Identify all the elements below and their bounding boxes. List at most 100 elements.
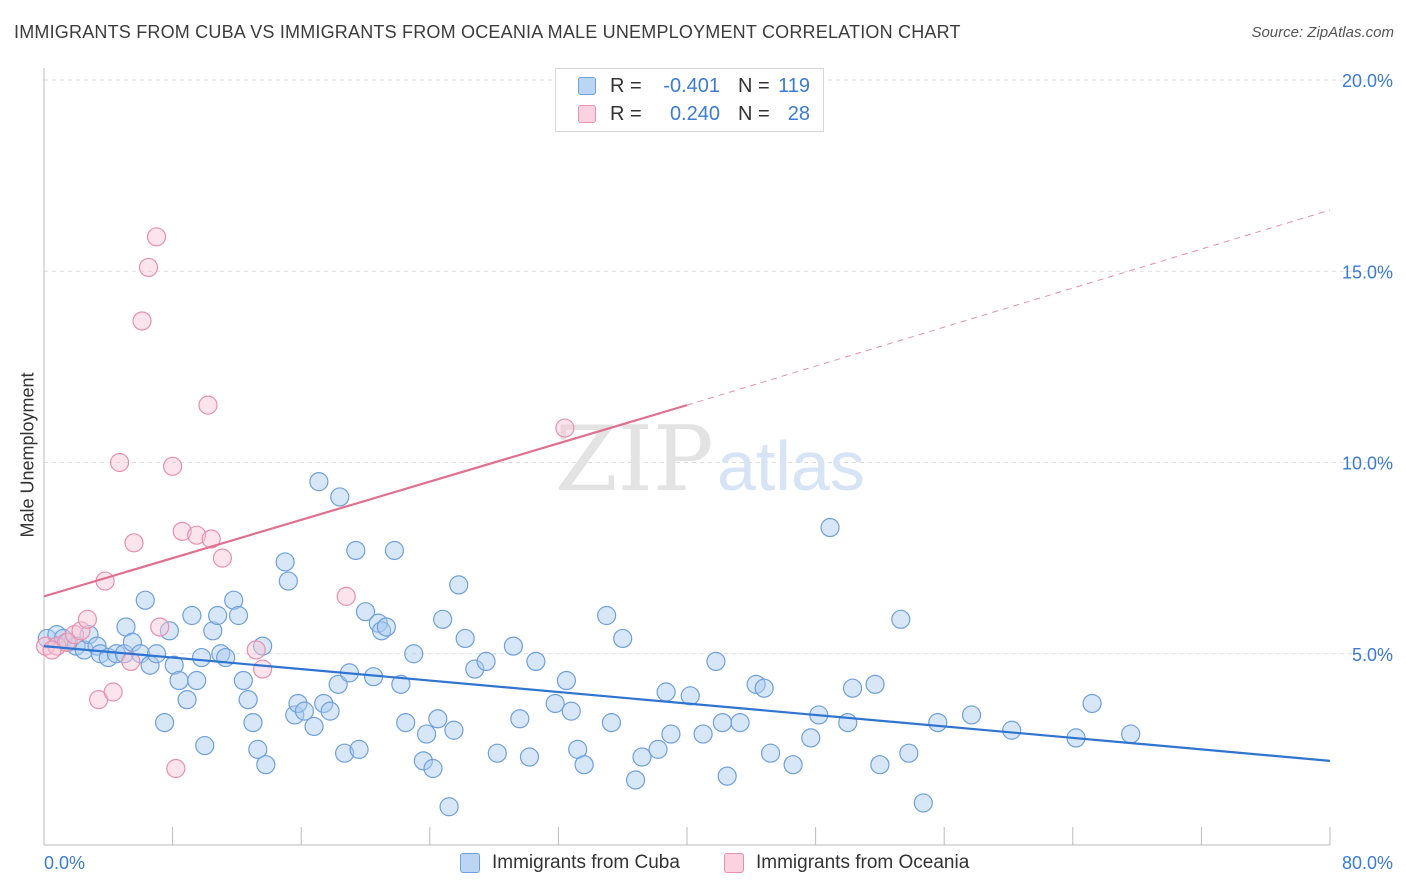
x-tick-label: 0.0%	[44, 853, 85, 873]
oceania-point	[146, 227, 167, 247]
cuba-point	[706, 651, 726, 672]
cuba-point	[346, 540, 366, 561]
legend-swatch-oceania	[724, 853, 744, 873]
cuba-point	[561, 701, 581, 721]
cuba-point	[820, 517, 840, 538]
cuba-point	[314, 693, 334, 714]
watermark-atlas: atlas	[717, 427, 865, 505]
series-legend: Immigrants from Cuba Immigrants from Oce…	[0, 852, 1406, 878]
oceania-point	[555, 418, 575, 438]
cuba-point	[601, 712, 622, 733]
cuba-point	[625, 770, 646, 790]
cuba-point	[228, 605, 249, 626]
cuba-point	[842, 678, 863, 698]
cuba-point	[224, 590, 244, 610]
cuba-point	[439, 797, 459, 817]
grid-lines	[44, 79, 1395, 655]
oceania-point	[132, 311, 152, 331]
legend-n-label: N =	[738, 74, 770, 97]
legend-n-label: N =	[738, 102, 770, 125]
cuba-point	[574, 755, 594, 775]
cuba-point	[961, 705, 982, 725]
oceania-point	[71, 621, 91, 641]
cuba-point	[349, 739, 369, 759]
oceania-point	[336, 586, 356, 606]
cuba-point	[285, 705, 305, 725]
cuba-point	[717, 766, 737, 786]
cuba-point	[309, 472, 329, 492]
legend-item-oceania[interactable]: Immigrants from Oceania	[724, 852, 969, 874]
cuba-point	[396, 712, 416, 733]
cuba-point	[335, 743, 355, 763]
legend-swatch-oceania	[578, 105, 596, 123]
oceania-point	[187, 525, 207, 545]
cuba-point	[164, 655, 184, 675]
cuba-point	[243, 712, 263, 733]
cuba-point	[648, 739, 668, 759]
y-tick-label: 10.0%	[1342, 454, 1393, 474]
cuba-point	[384, 540, 405, 561]
cuba-point	[754, 678, 774, 698]
oceania-point	[138, 257, 159, 278]
oceania-point	[172, 521, 192, 541]
cuba-point	[182, 605, 202, 626]
cuba-point	[428, 709, 448, 729]
legend-r-value: -0.401	[663, 74, 720, 97]
cuba-point	[632, 747, 652, 767]
cuba-point	[159, 621, 179, 641]
cuba-point	[320, 701, 340, 721]
oceania-point	[198, 395, 218, 415]
cuba-point	[275, 552, 295, 572]
cuba-point	[1121, 724, 1141, 744]
legend-label-oceania: Immigrants from Oceania	[756, 852, 970, 873]
cuba-point	[304, 716, 324, 737]
cuba-point	[376, 617, 396, 637]
cuba-point	[656, 682, 676, 702]
oceania-point	[212, 548, 233, 568]
oceania-point	[150, 617, 170, 637]
series-cuba-points	[37, 472, 1141, 817]
cuba-point	[487, 743, 507, 763]
cuba-point	[661, 724, 681, 744]
cuba-point	[891, 609, 911, 629]
oceania-point	[163, 456, 183, 476]
legend-r-label: R =	[610, 74, 642, 97]
legend-row-oceania: R = 0.240 N = 28	[578, 101, 810, 127]
cuba-point	[693, 724, 713, 744]
watermark: ZIP atlas	[555, 407, 865, 512]
cuba-point	[135, 590, 155, 610]
oceania-point	[253, 659, 273, 679]
correlation-legend: R = -0.401 N = 119 R = 0.240 N = 28	[555, 68, 824, 132]
cuba-point	[1002, 720, 1022, 740]
cuba-point	[899, 743, 919, 763]
cuba-point	[730, 712, 750, 733]
cuba-point	[416, 724, 437, 744]
series-oceania-points	[36, 227, 575, 779]
legend-n-value: 119	[778, 74, 810, 97]
cuba-point	[203, 621, 223, 641]
cuba-point	[712, 712, 732, 733]
legend-item-cuba[interactable]: Immigrants from Cuba	[460, 852, 680, 874]
cuba-point	[503, 636, 523, 656]
cuba-point	[613, 628, 633, 649]
cuba-point	[423, 758, 443, 779]
cuba-point	[248, 739, 268, 759]
cuba-point	[455, 628, 475, 649]
cuba-point	[913, 793, 933, 813]
y-tick-label: 5.0%	[1352, 645, 1393, 665]
cuba-trend-line	[43, 645, 1331, 762]
cuba-point	[208, 605, 228, 626]
oceania-point	[103, 682, 123, 702]
cuba-point	[801, 728, 821, 748]
legend-n-value: 28	[787, 102, 810, 125]
axes	[43, 68, 1331, 846]
cuba-point	[294, 701, 315, 721]
y-tick-label: 15.0%	[1342, 262, 1393, 282]
cuba-point	[187, 670, 207, 691]
legend-swatch-cuba	[578, 77, 596, 95]
legend-swatch-cuba	[460, 853, 480, 873]
cuba-point	[444, 720, 464, 740]
oceania-trend-extension	[686, 209, 1331, 406]
legend-r-value: 0.240	[669, 102, 720, 125]
cuba-point	[328, 674, 348, 694]
